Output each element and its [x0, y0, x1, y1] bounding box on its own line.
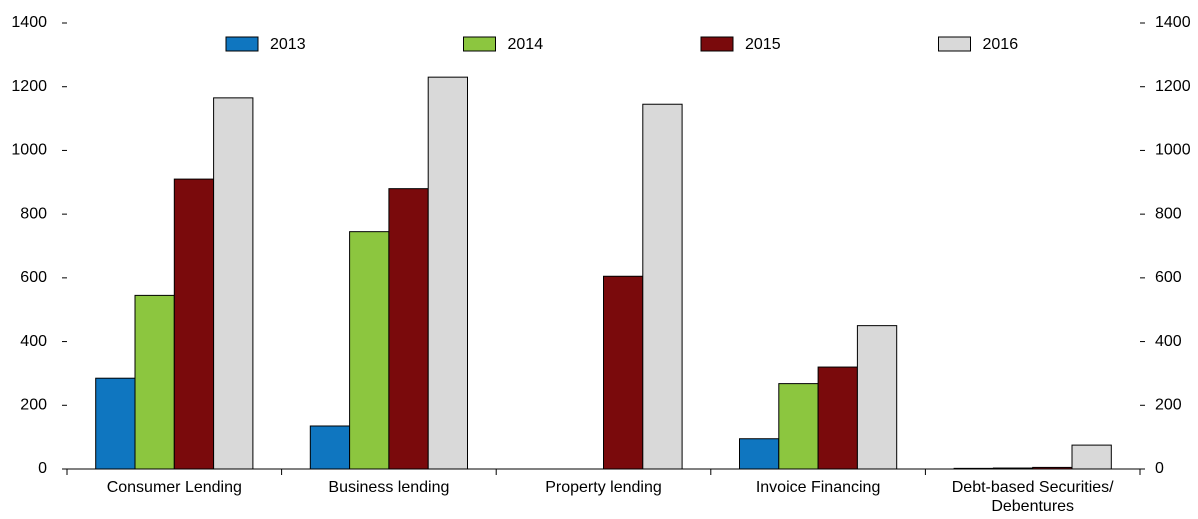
- bar: [213, 97, 254, 470]
- legend-label: 2013: [270, 36, 306, 53]
- bar: [134, 294, 175, 470]
- bar: [173, 178, 215, 470]
- legend-swatch: [463, 36, 496, 52]
- x-tick-label: Debt-based Securities/ Debentures: [951, 479, 1114, 515]
- legend-label: 2015: [745, 36, 781, 53]
- bar: [95, 377, 136, 470]
- y-tick-label: 1000: [11, 142, 47, 159]
- y2-tick-label: 0: [1155, 460, 1164, 477]
- x-tick-label: Consumer Lending: [106, 479, 242, 496]
- legend-label: 2016: [983, 36, 1019, 53]
- y2-tick-label: 800: [1155, 205, 1182, 222]
- x-tick-label: Property lending: [545, 479, 662, 496]
- y-tick-label: 0: [38, 460, 47, 477]
- y2-tick-label: 400: [1155, 333, 1182, 350]
- bar: [778, 383, 819, 470]
- y2-tick-label: 1400: [1155, 14, 1191, 31]
- bar: [603, 275, 644, 470]
- y2-tick-label: 600: [1155, 269, 1182, 286]
- bar: [388, 188, 429, 470]
- y-tick-label: 200: [20, 397, 47, 414]
- bar: [1071, 444, 1112, 470]
- bar: [739, 438, 780, 470]
- y2-tick-label: 1000: [1155, 142, 1191, 159]
- legend-swatch: [225, 36, 259, 52]
- x-tick-label: Business lending: [328, 479, 450, 496]
- bar: [817, 366, 858, 470]
- y2-tick-label: 1200: [1155, 78, 1191, 95]
- legend-swatch: [938, 36, 971, 52]
- y-tick-label: 1400: [11, 14, 47, 31]
- legend-swatch: [700, 36, 734, 52]
- bar: [309, 425, 351, 470]
- bar: [856, 325, 898, 470]
- bar: [427, 76, 469, 470]
- bar: [642, 103, 683, 470]
- y-tick-label: 1200: [11, 78, 47, 95]
- x-tick-label: Invoice Financing: [755, 479, 881, 496]
- bar: [349, 231, 390, 470]
- y2-tick-label: 200: [1155, 397, 1182, 414]
- y-tick-label: 600: [20, 269, 47, 286]
- legend-label: 2014: [508, 36, 544, 53]
- y-tick-label: 400: [20, 333, 47, 350]
- y-tick-label: 800: [20, 205, 47, 222]
